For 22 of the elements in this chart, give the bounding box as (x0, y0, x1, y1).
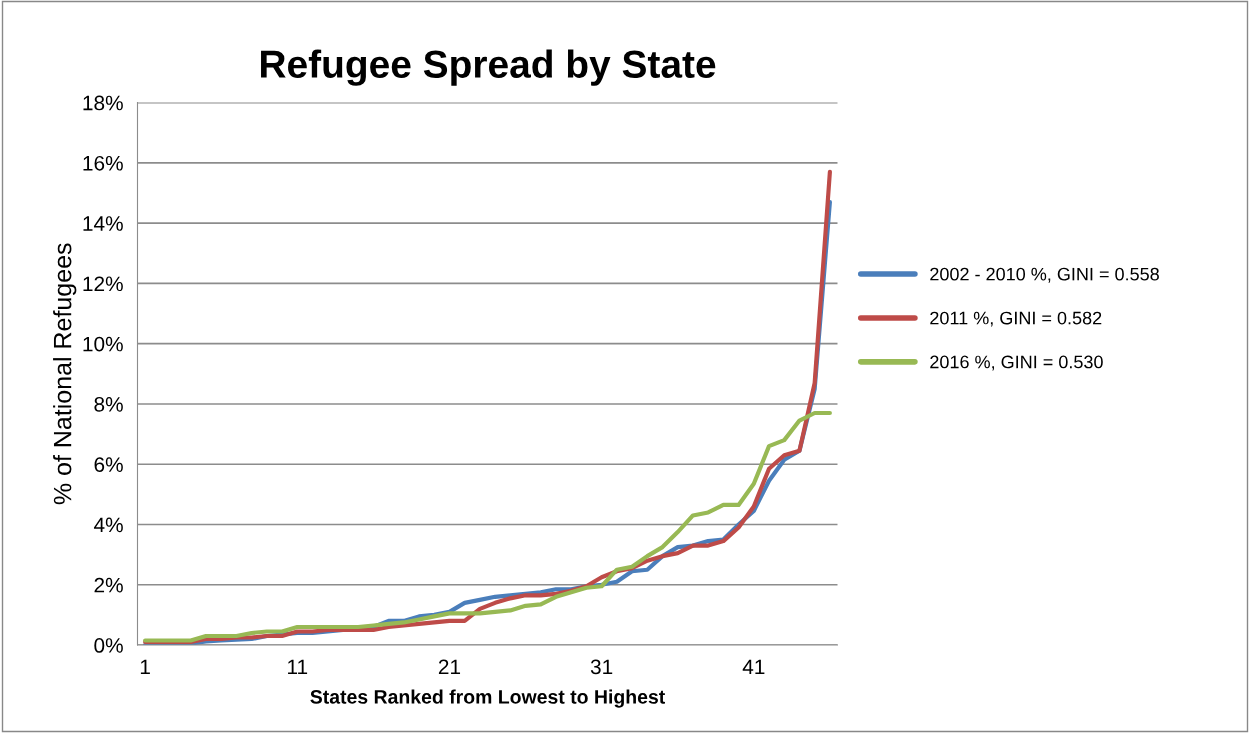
legend-label: 2002 - 2010 %, GINI = 0.558 (930, 267, 1159, 283)
legend-label: 2016 %, GINI = 0.530 (930, 355, 1103, 371)
y-tick-label: 14% (83, 216, 123, 231)
line-series (143, 410, 832, 643)
chart-title: Refugee Spread by State (261, 49, 716, 86)
y-tick-label: 10% (83, 336, 123, 352)
y-tick-label: 4% (93, 517, 123, 533)
x-tick-label: 41 (742, 659, 765, 675)
y-axis-title: % of National Refugees (53, 243, 77, 505)
x-tick-label: 31 (590, 659, 613, 675)
x-tick-label: 11 (288, 659, 308, 675)
y-tick-label: 18% (83, 95, 123, 111)
y-tick-label: 0% (94, 638, 123, 653)
x-tick-label: 1 (140, 659, 150, 675)
y-tick-label: 6% (94, 457, 123, 472)
legend-label: 2011 %, GINI = 0.582 (930, 311, 1102, 327)
x-axis-title: States Ranked from Lowest to Highest (310, 689, 665, 708)
x-tick-label: 21 (438, 659, 461, 675)
y-tick-label: 2% (94, 577, 123, 593)
y-tick-label: 8% (94, 396, 123, 412)
y-tick-label: 12% (83, 276, 123, 292)
y-tick-label: 16% (83, 155, 123, 171)
